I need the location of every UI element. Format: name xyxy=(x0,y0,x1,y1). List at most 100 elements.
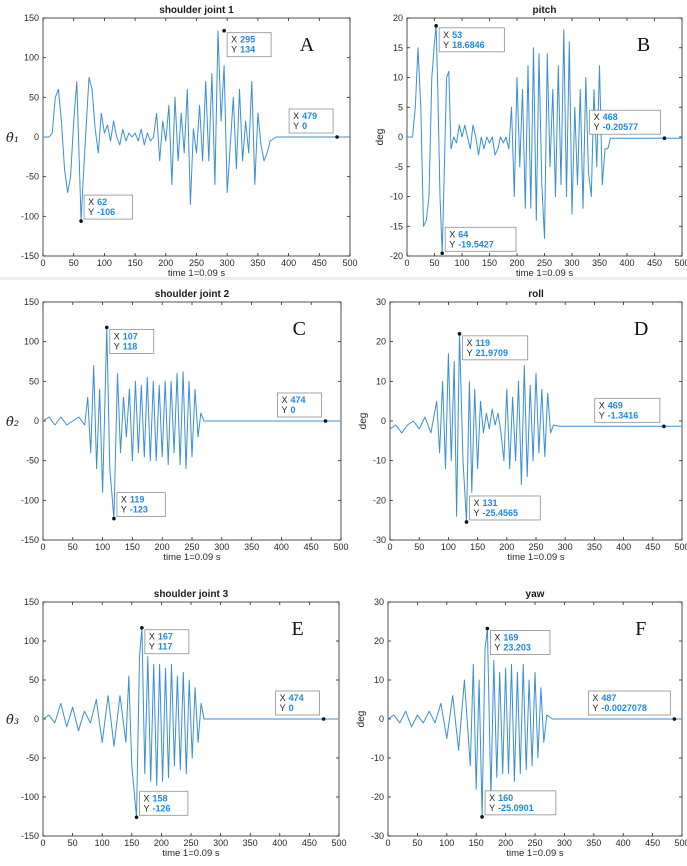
y-axis-label: θ̇₁ xyxy=(6,131,19,146)
panel-letter: B xyxy=(637,34,650,56)
data-tip-x-key: X xyxy=(466,338,472,348)
x-tick-label: 250 xyxy=(528,542,543,552)
data-tip-y-key: Y xyxy=(449,239,455,249)
x-tick-label: 200 xyxy=(499,542,514,552)
y-tick-label: 50 xyxy=(29,92,39,102)
y-tick-label: 10 xyxy=(376,376,386,386)
data-tip-marker xyxy=(79,219,83,223)
chart-panel-b: 050100150200250300350400450500-20-15-10-… xyxy=(375,5,687,279)
data-tip-y-value: -106 xyxy=(97,207,115,217)
y-tick-label: -100 xyxy=(21,495,39,505)
x-axis-label: time 1=0.09 s xyxy=(506,848,564,859)
data-tip-y-key: Y xyxy=(599,410,605,420)
series-line xyxy=(388,628,682,818)
y-tick-label: 50 xyxy=(29,675,39,685)
data-tip-y-value: -0.0027078 xyxy=(601,703,647,713)
data-tip-x-value: 479 xyxy=(302,111,317,121)
data-tip-x-value: 64 xyxy=(458,229,468,239)
y-tick-label: 20 xyxy=(393,13,403,23)
data-tip-x-value: 169 xyxy=(503,633,518,643)
x-axis-label: time 1=0.09 s xyxy=(507,552,565,563)
chart-title: roll xyxy=(528,289,544,300)
y-tick-label: 10 xyxy=(393,73,403,83)
data-tip-box xyxy=(587,690,671,716)
data-tip-x-key: X xyxy=(149,632,155,642)
x-tick-label: 500 xyxy=(674,838,687,848)
y-tick-label: 20 xyxy=(376,337,386,347)
data-tip-y-value: -123 xyxy=(130,505,148,515)
x-tick-label: 150 xyxy=(124,838,139,848)
y-tick-label: 0 xyxy=(381,416,386,426)
y-tick-label: -20 xyxy=(390,251,403,261)
data-tip-marker xyxy=(464,520,469,524)
chart-panel-a: 0 50 100 150 200 250 300 350 400 450 500-150-100-5… xyxy=(6,5,358,279)
y-tick-label: -150 xyxy=(21,251,39,261)
data-tip-y-value: 23.203 xyxy=(503,643,531,653)
data-tip-box xyxy=(139,790,189,816)
data-tip-y-key: Y xyxy=(231,45,237,55)
x-tick-label: 0 xyxy=(387,542,392,552)
data-tip-y-key: Y xyxy=(466,348,472,358)
y-tick-label: -10 xyxy=(390,192,403,202)
data-tip-box xyxy=(116,492,166,517)
y-tick-label: -10 xyxy=(371,753,384,763)
x-tick-label: 450 xyxy=(302,838,317,848)
data-tip-marker xyxy=(434,24,438,28)
x-tick-label: 350 xyxy=(587,542,602,552)
x-tick-label: 200 xyxy=(154,838,169,848)
y-tick-label: 150 xyxy=(24,13,39,23)
x-tick-label: 400 xyxy=(616,542,631,552)
panel-letter: D xyxy=(634,318,648,340)
y-tick-label: 0 xyxy=(398,132,403,142)
x-tick-label: 200 xyxy=(498,838,513,848)
x-tick-label: 250 xyxy=(183,838,198,848)
y-tick-label: -150 xyxy=(21,535,39,545)
x-tick-label: 300 xyxy=(220,258,235,268)
data-tip-marker xyxy=(335,135,339,139)
data-tip-marker xyxy=(321,717,326,721)
x-tick-label: 350 xyxy=(243,838,258,848)
data-tip-marker xyxy=(662,136,667,141)
x-tick-label: 150 xyxy=(128,258,143,268)
y-tick-label: -50 xyxy=(26,753,39,763)
chart-panel-d: 0 50 100 150 200 250 300 350 400 450 500 -30 -20 -10 0… xyxy=(358,289,687,563)
y-axis-label: deg xyxy=(356,711,367,728)
data-tip-marker xyxy=(104,325,109,330)
x-tick-label: 450 xyxy=(645,542,660,552)
y-axis-label: deg xyxy=(358,413,369,430)
x-tick-label: 350 xyxy=(586,838,601,848)
row-gap-2 xyxy=(0,566,687,576)
y-tick-label: 5 xyxy=(398,102,403,112)
y-tick-label: 50 xyxy=(29,376,39,386)
data-tip-x-key: X xyxy=(88,197,94,207)
chart-panel-e: 0 50 100 150 200 250 300 350 400 450 500-150-100-5… xyxy=(6,589,347,859)
data-tip-x-key: X xyxy=(144,793,150,803)
data-tip-x-key: X xyxy=(489,793,495,803)
data-tip-y-value: -19.5427 xyxy=(458,239,494,249)
data-tip-marker xyxy=(140,625,144,630)
data-tip-x-value: 158 xyxy=(153,793,168,803)
chart-title: shoulder joint 1 xyxy=(159,5,234,16)
data-tip-x-key: X xyxy=(494,633,500,643)
data-tip-x-value: 295 xyxy=(240,35,255,45)
x-tick-label: 200 xyxy=(509,258,524,268)
data-tip-y-key: Y xyxy=(88,207,94,217)
series-line xyxy=(43,627,339,818)
data-tip-marker xyxy=(134,815,139,820)
y-tick-label: 15 xyxy=(393,43,403,53)
x-tick-label: 250 xyxy=(537,258,552,268)
data-tip-y-key: Y xyxy=(443,40,449,50)
x-tick-label: 400 xyxy=(281,258,296,268)
x-tick-label: 150 xyxy=(470,542,485,552)
x-tick-label: 0 xyxy=(40,838,45,848)
x-tick-label: 0 xyxy=(385,838,390,848)
series-line xyxy=(407,25,682,254)
y-tick-label: 150 xyxy=(24,297,39,307)
x-axis-label: time 1=0.09 s xyxy=(516,268,574,279)
x-tick-label: 300 xyxy=(564,258,579,268)
x-tick-label: 350 xyxy=(244,542,259,552)
